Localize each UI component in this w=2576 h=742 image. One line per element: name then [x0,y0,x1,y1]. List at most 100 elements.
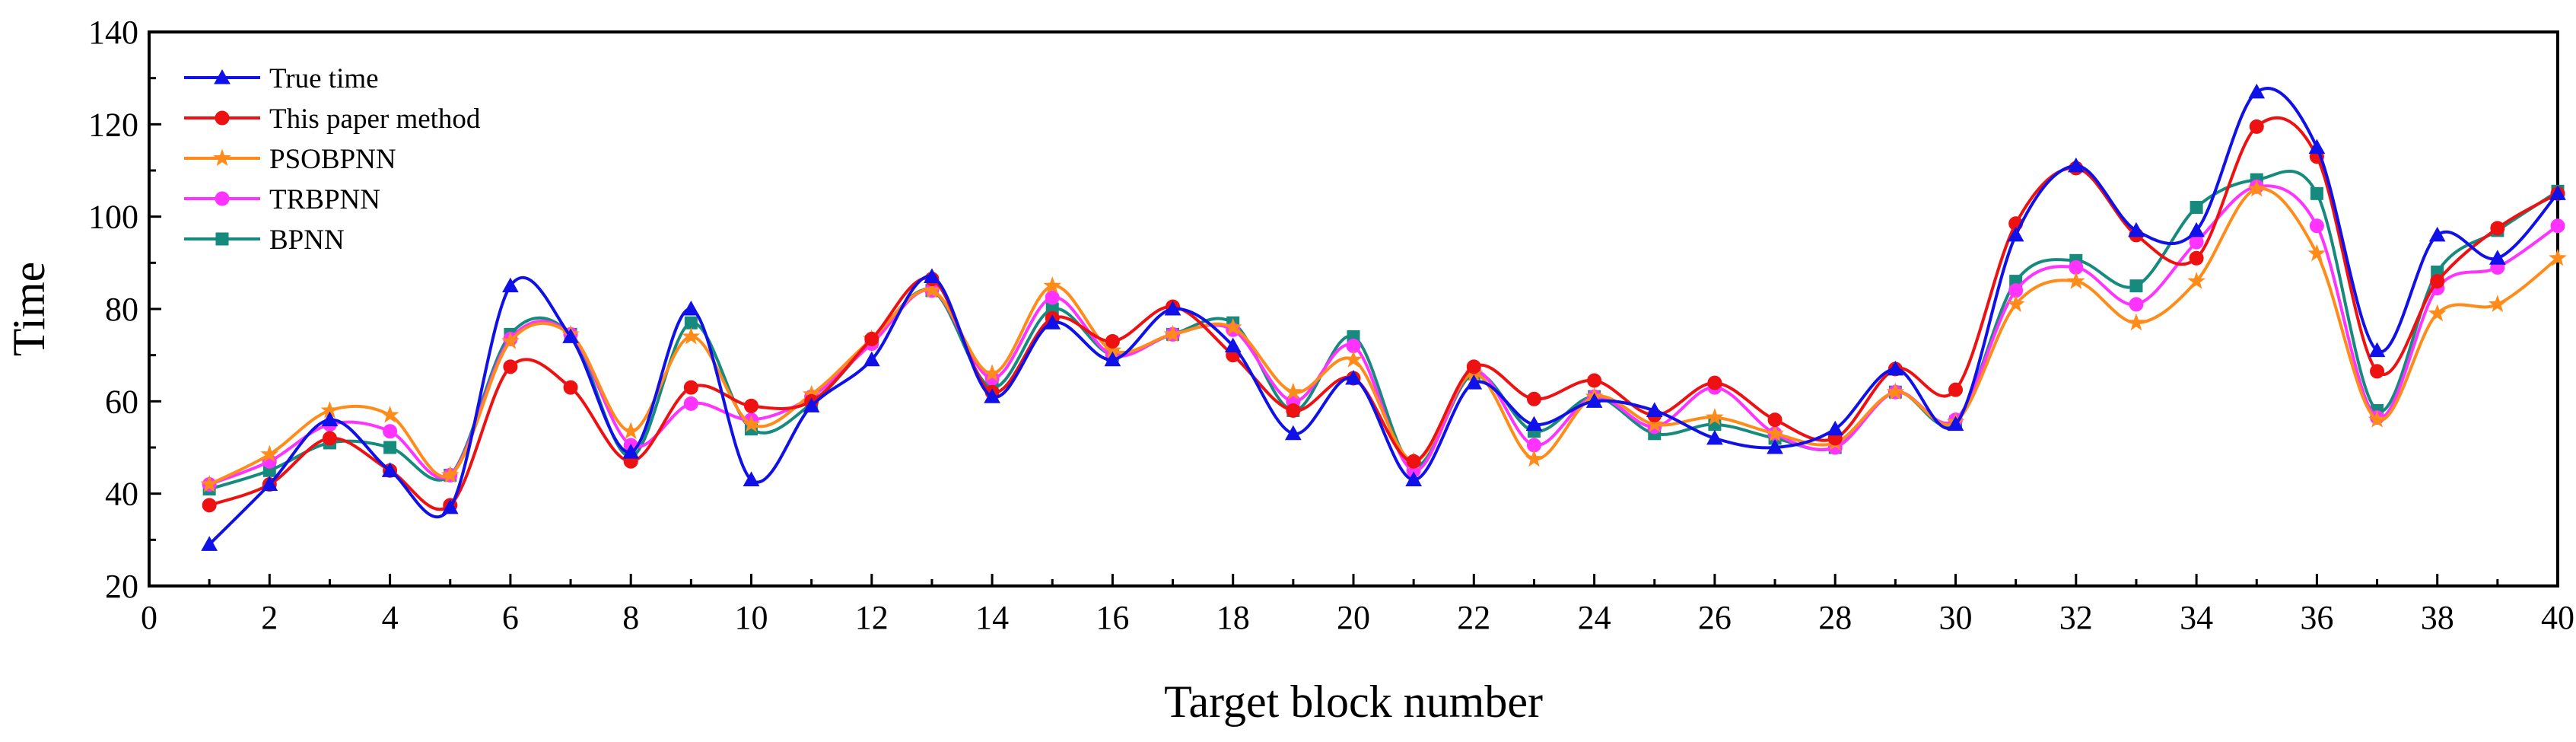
data-point [1886,382,1905,400]
x-tick-label: 10 [735,599,768,636]
data-point [1344,350,1363,368]
data-point [321,411,339,427]
data-point [682,300,700,316]
data-point [2549,248,2567,266]
series-line [208,87,2559,546]
legend-item: TRBPNN [184,184,380,215]
x-tick-label: 20 [1337,599,1370,636]
data-point [202,498,217,513]
series-line [208,116,2559,511]
data-point [1887,360,1904,376]
data-point [1104,351,1121,367]
data-point [1465,374,1483,390]
data-point [1645,415,1664,432]
data-point [2308,139,2326,154]
data-point [2489,250,2506,265]
data-point [2067,157,2085,173]
data-point [2007,226,2024,242]
data-point [1766,424,1784,441]
data-point [2307,244,2326,262]
data-point [2127,313,2145,331]
x-tick-label: 30 [1939,599,1973,636]
series-line [208,184,2559,486]
data-point [200,475,219,492]
series-trbpnn [202,179,2565,492]
x-tick-label: 32 [2059,599,2093,636]
data-point [803,397,820,412]
data-point [1286,403,1301,418]
data-point [1948,382,1963,397]
data-point [2428,304,2447,322]
data-point [2129,297,2144,312]
data-point [260,444,279,463]
data-point [2488,295,2507,313]
legend-marker [215,191,230,206]
data-point [2368,410,2387,428]
data-point [1767,438,1783,454]
data-point [984,388,1000,403]
x-tick-label: 8 [622,599,639,636]
data-point [923,281,941,298]
data-point [924,268,940,284]
x-tick-label: 4 [382,599,399,636]
y-tick-label: 80 [105,291,138,328]
data-point [261,476,278,492]
data-point [563,380,578,395]
data-point [441,498,459,514]
x-tick-label: 26 [1698,599,1732,636]
data-point [2249,119,2264,134]
y-tick-label: 60 [105,383,138,420]
data-point [1706,408,1724,425]
data-point [1707,375,1722,390]
data-point [2187,272,2206,289]
data-point [1405,471,1422,486]
legend-marker [215,232,229,246]
data-point [2190,201,2203,215]
data-point [2430,274,2445,289]
data-point [1223,317,1242,336]
data-point [1164,300,1181,316]
data-point [1585,393,1603,408]
legend-marker [215,110,230,126]
data-point [1224,337,1242,353]
plot-frame [148,30,2559,588]
data-point [2428,226,2446,242]
data-point [2128,221,2145,237]
data-point [684,316,698,330]
legend-marker [213,148,231,167]
data-point [742,415,761,432]
data-point [380,405,399,423]
data-point [1526,391,1541,406]
y-tick-label: 100 [88,199,138,236]
data-point [322,431,337,446]
data-point [201,536,218,551]
y-tick-label: 140 [88,14,138,51]
x-tick-label: 36 [2300,599,2333,636]
data-point [1525,449,1544,467]
x-tick-label: 18 [1216,599,1250,636]
y-tick-label: 40 [105,476,138,513]
data-point [2309,218,2324,234]
data-point [2490,221,2505,236]
x-tick-label: 0 [141,599,157,636]
x-tick-label: 16 [1096,599,1129,636]
data-point [1525,416,1543,432]
data-point [1706,429,1723,445]
legend-item: True time [184,63,379,94]
data-point [1044,314,1061,330]
axis-ticks: 0 2 4 6 8 10 12 14 16 18 20 22 24 26 28 30 32 34 36 38 40204… [88,14,2574,636]
data-point [683,396,698,411]
data-point [864,331,879,346]
data-point [381,462,399,477]
data-point [383,424,398,439]
data-point [2310,186,2323,200]
data-point [983,364,1002,381]
data-point [744,398,758,413]
legend-item: PSOBPNN [184,144,396,175]
data-point [1163,324,1182,342]
data-point [562,328,579,343]
data-point [383,441,397,454]
legend-label: True time [269,63,379,94]
data-point [1406,454,1421,469]
legend-item: BPNN [184,225,345,256]
